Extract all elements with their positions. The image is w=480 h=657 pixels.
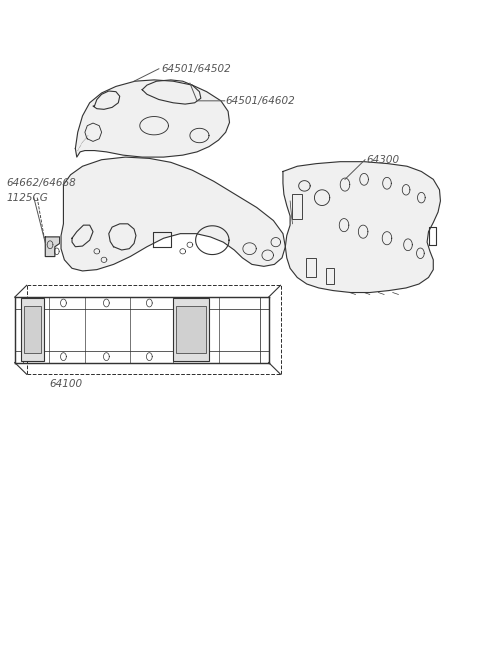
Polygon shape	[61, 157, 285, 271]
Bar	[326, 267, 335, 284]
Text: 64300: 64300	[366, 154, 399, 165]
Bar	[24, 306, 41, 353]
Bar	[173, 298, 209, 361]
Bar	[291, 194, 302, 219]
Bar	[306, 258, 316, 277]
Text: 1125CG: 1125CG	[6, 193, 48, 202]
Text: 64662/64668: 64662/64668	[6, 178, 76, 189]
Text: 64100: 64100	[49, 379, 82, 389]
Bar	[176, 306, 206, 353]
Text: 64501/64502: 64501/64502	[161, 64, 231, 74]
Polygon shape	[75, 80, 229, 157]
Polygon shape	[45, 237, 60, 256]
Text: 64501/64602: 64501/64602	[226, 96, 295, 106]
Polygon shape	[283, 162, 441, 292]
Bar	[22, 298, 44, 361]
